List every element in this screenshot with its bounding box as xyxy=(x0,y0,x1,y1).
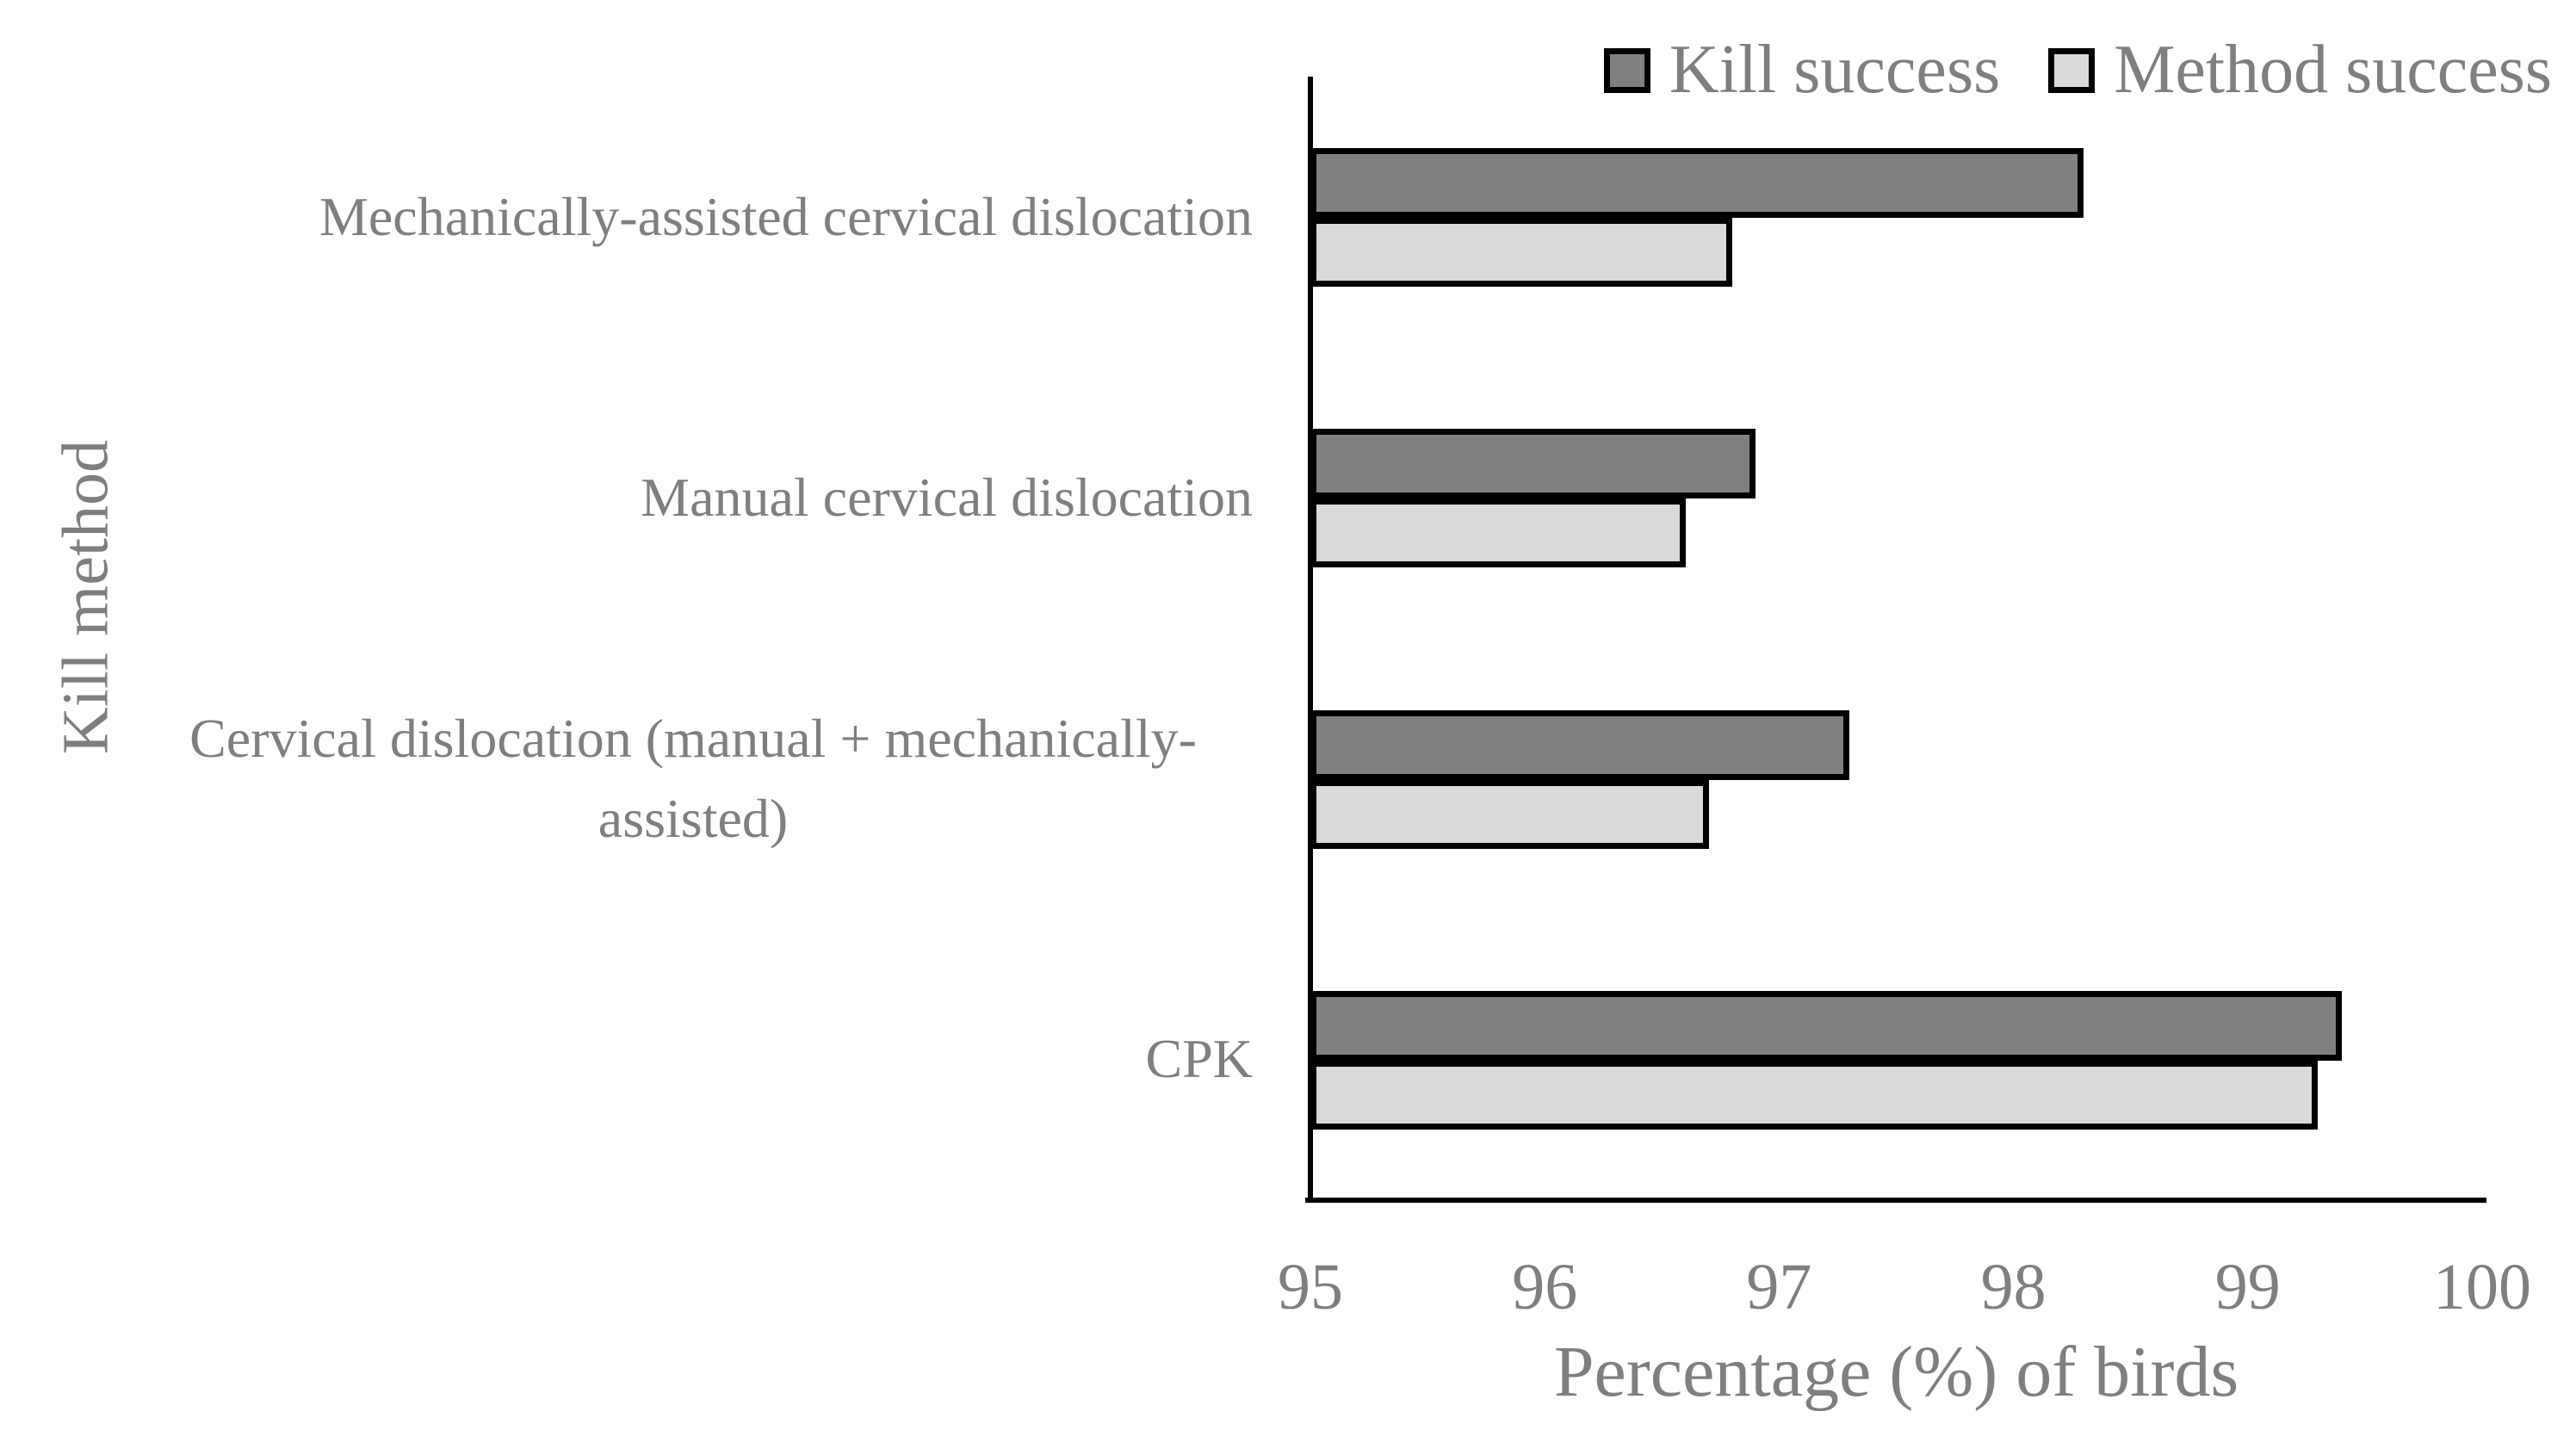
kill-success-bar xyxy=(1310,429,1756,499)
category-label: Manual cervical dislocation xyxy=(641,466,1253,528)
legend-swatch-kill-success-icon xyxy=(1603,47,1650,93)
x-tick-label: 97 xyxy=(1746,1251,1812,1323)
x-tick-label: 95 xyxy=(1278,1251,1343,1323)
x-axis-line xyxy=(1305,1198,2486,1203)
x-tick-label: 96 xyxy=(1512,1251,1578,1323)
kill-success-bar xyxy=(1310,148,2084,218)
x-tick-label: 99 xyxy=(2214,1251,2281,1323)
method-success-bar xyxy=(1310,779,1709,849)
category-label: CPK xyxy=(1145,1028,1254,1090)
y-axis-line xyxy=(1308,77,1313,1203)
x-axis-title: Percentage (%) of birds xyxy=(1553,1332,2239,1412)
legend-label-kill-success: Kill success xyxy=(1669,32,2001,108)
x-tick-label: 100 xyxy=(2433,1251,2531,1323)
x-tick-label: 98 xyxy=(1980,1251,2047,1323)
legend-item-method-success: Method success xyxy=(2048,31,2552,109)
category-label: Mechanically-assisted cervical dislocati… xyxy=(319,185,1253,247)
kill-success-bar xyxy=(1310,709,1849,780)
method-success-bar xyxy=(1310,1060,2318,1130)
legend: Kill success Method success xyxy=(1603,31,2552,109)
method-success-bar xyxy=(1310,498,1686,568)
category-label: Cervical dislocation (manual + mechanica… xyxy=(189,707,1197,849)
legend-swatch-method-success-icon xyxy=(2048,47,2096,93)
kill-success-bar xyxy=(1310,990,2342,1061)
method-success-bar xyxy=(1310,218,1732,287)
legend-label-method-success: Method success xyxy=(2114,32,2552,108)
legend-item-kill-success: Kill success xyxy=(1603,31,2001,109)
